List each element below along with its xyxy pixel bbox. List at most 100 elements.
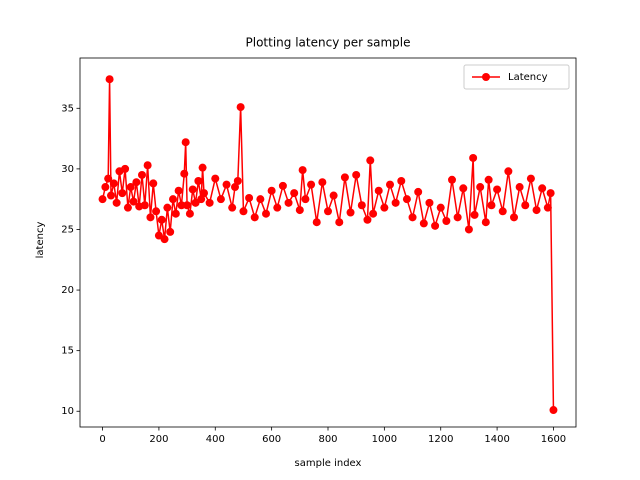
y-tick-label: 10: [61, 406, 74, 417]
point: [521, 201, 530, 210]
point: [442, 216, 451, 225]
point: [374, 186, 383, 195]
point: [180, 169, 189, 178]
point: [118, 189, 127, 198]
point: [307, 180, 316, 189]
point: [160, 235, 169, 244]
point: [391, 198, 400, 207]
point: [188, 185, 197, 194]
point: [105, 75, 114, 84]
point: [504, 167, 513, 176]
x-tick-label: 1600: [541, 434, 566, 445]
x-tick-label: 1400: [484, 434, 509, 445]
point: [211, 174, 220, 183]
point: [469, 153, 478, 162]
point: [366, 156, 375, 165]
point: [140, 201, 149, 210]
point: [352, 170, 361, 179]
point: [239, 207, 248, 216]
point: [166, 227, 175, 236]
point: [481, 218, 490, 227]
x-axis-label: sample index: [295, 458, 362, 469]
point: [197, 195, 206, 204]
point: [132, 178, 141, 187]
x-tick-label: 600: [262, 434, 281, 445]
point: [425, 198, 434, 207]
point: [436, 203, 445, 212]
point: [543, 203, 552, 212]
point: [228, 203, 237, 212]
point: [181, 138, 190, 147]
point: [216, 195, 225, 204]
point: [121, 164, 130, 173]
legend-marker: [482, 73, 490, 81]
point: [431, 221, 440, 230]
point: [402, 195, 411, 204]
point: [476, 183, 485, 192]
point: [357, 201, 366, 210]
x-tick-label: 0: [99, 434, 105, 445]
point: [515, 183, 524, 192]
point: [146, 213, 155, 222]
point: [284, 198, 293, 207]
point: [386, 180, 394, 189]
legend-box: [463, 64, 570, 90]
point: [414, 187, 423, 196]
point: [149, 179, 158, 188]
point: [138, 170, 146, 179]
point: [123, 203, 132, 212]
point: [470, 210, 479, 219]
point: [464, 225, 473, 234]
point: [312, 218, 321, 227]
point: [448, 175, 456, 184]
point: [267, 186, 276, 195]
point: [174, 186, 183, 195]
y-tick-label: 20: [61, 285, 74, 296]
point: [408, 213, 417, 222]
point: [335, 218, 344, 227]
point: [498, 207, 507, 216]
point: [295, 206, 304, 215]
point: [205, 198, 214, 207]
point: [301, 195, 310, 204]
point: [222, 180, 231, 189]
point: [200, 189, 208, 198]
x-tick-label: 400: [206, 434, 225, 445]
point: [256, 195, 265, 204]
point: [459, 184, 468, 193]
point: [340, 173, 349, 182]
point: [532, 206, 541, 215]
point: [163, 203, 172, 212]
point: [198, 163, 207, 172]
x-tick-label: 1200: [428, 434, 453, 445]
point: [194, 177, 203, 185]
point: [262, 209, 270, 218]
point: [231, 183, 239, 192]
point: [109, 179, 118, 188]
x-tick-label: 200: [149, 434, 168, 445]
point: [273, 203, 282, 212]
y-tick-label: 30: [61, 164, 74, 175]
y-axis-label: latency: [35, 222, 46, 259]
point: [324, 207, 332, 216]
point: [152, 207, 161, 216]
point: [493, 185, 502, 194]
point: [453, 213, 462, 222]
point: [278, 181, 287, 190]
point: [318, 178, 327, 187]
point: [250, 213, 259, 222]
point: [346, 208, 355, 217]
x-tick-label: 1000: [372, 434, 397, 445]
point: [143, 161, 152, 170]
point: [157, 215, 166, 224]
y-tick-label: 15: [61, 346, 74, 357]
point: [104, 174, 113, 183]
series: [98, 75, 558, 415]
point: [177, 201, 186, 210]
point: [245, 193, 254, 202]
chart-title: Plotting latency per sample: [246, 36, 411, 50]
y-tick-label: 35: [61, 103, 74, 114]
point: [538, 184, 547, 193]
point: [126, 183, 135, 192]
point: [397, 177, 406, 185]
